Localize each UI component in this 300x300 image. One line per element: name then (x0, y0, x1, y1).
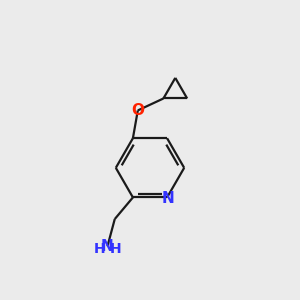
Text: H: H (93, 242, 105, 256)
Text: N: N (101, 239, 114, 254)
Text: O: O (131, 103, 144, 118)
Text: N: N (162, 191, 175, 206)
Text: H: H (110, 242, 122, 256)
